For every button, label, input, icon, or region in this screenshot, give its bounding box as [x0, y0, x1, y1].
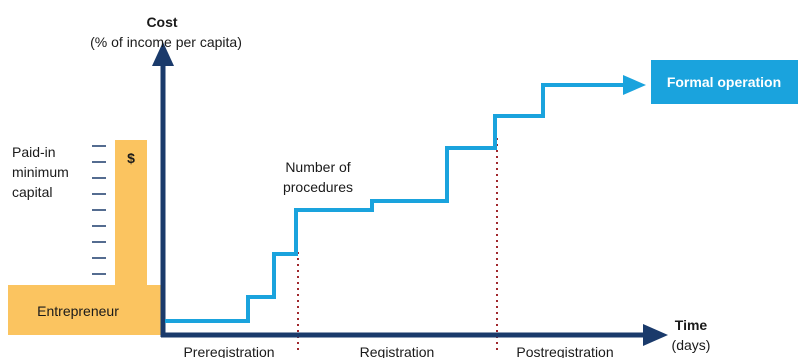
entrepreneur-label: Entrepreneur [37, 303, 119, 319]
procedures-label-line-1: Number of [285, 159, 350, 175]
staircase-arrowhead [623, 75, 646, 95]
phase-label-registration: Registration [360, 344, 435, 358]
y-axis-arrowhead [152, 42, 174, 66]
capital-column [115, 140, 147, 286]
formal-operation-box [651, 60, 798, 104]
procedures-label-line-2: procedures [283, 179, 353, 195]
x-axis-subtitle: (days) [672, 337, 711, 353]
entrepreneur-bar [8, 285, 162, 335]
capital-scale [92, 145, 106, 275]
capital-label-line-2: minimum [12, 164, 69, 180]
capital-label-line-3: capital [12, 184, 52, 200]
x-axis-arrowhead [643, 324, 668, 346]
phase-label-preregistration: Preregistration [183, 344, 274, 358]
y-axis-title: Cost [146, 14, 177, 30]
procedures-staircase [165, 83, 625, 323]
dollar-icon: $ [127, 150, 135, 166]
capital-label-line-1: Paid-in [12, 144, 56, 160]
phase-label-postregistration: Postregistration [516, 344, 613, 358]
x-axis-title: Time [675, 317, 708, 333]
y-axis-subtitle: (% of income per capita) [90, 34, 242, 50]
formal-operation-label: Formal operation [667, 74, 781, 90]
